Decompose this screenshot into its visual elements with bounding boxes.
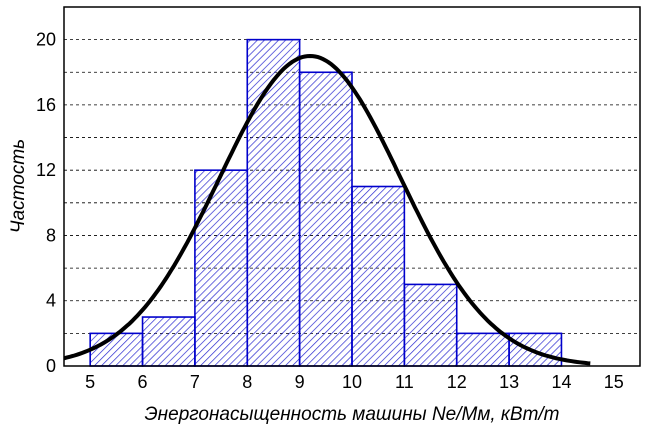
histogram-bar bbox=[246, 38, 301, 367]
x-tick-label: 13 bbox=[499, 372, 519, 392]
histogram-bar bbox=[89, 332, 144, 367]
histogram-bar bbox=[508, 332, 563, 367]
x-tick-label: 5 bbox=[85, 372, 95, 392]
histogram-bar bbox=[141, 316, 196, 367]
x-tick-labels: 5 6 7 8 9 10 11 12 13 14 15 bbox=[85, 372, 624, 392]
x-tick-label: 11 bbox=[395, 372, 414, 392]
x-tick-label: 15 bbox=[604, 372, 624, 392]
y-tick-label: 4 bbox=[46, 291, 56, 311]
y-tick-label: 20 bbox=[36, 30, 56, 50]
histogram-bar bbox=[298, 71, 353, 367]
x-tick-label: 6 bbox=[138, 372, 148, 392]
y-tick-label: 8 bbox=[46, 225, 56, 245]
histogram-bar bbox=[403, 283, 458, 367]
normal-distribution-curve bbox=[63, 53, 591, 366]
histogram-bar bbox=[455, 332, 510, 367]
y-tick-labels: 0 4 8 12 16 20 bbox=[36, 30, 56, 376]
x-axis-label: Энергонасыщенность машины Ne/Mм, кВт/т bbox=[144, 404, 559, 425]
x-tick-label: 7 bbox=[190, 372, 200, 392]
y-axis-label: Частость bbox=[8, 139, 29, 233]
histogram-bar bbox=[194, 169, 249, 367]
y-tick-label: 0 bbox=[46, 356, 56, 376]
y-tick-label: 12 bbox=[36, 160, 56, 180]
x-tick-label: 14 bbox=[551, 372, 571, 392]
histogram-bar bbox=[351, 185, 406, 367]
x-tick-label: 9 bbox=[295, 372, 305, 392]
y-tick-label: 16 bbox=[36, 95, 56, 115]
plot-frame bbox=[63, 6, 641, 367]
x-tick-label: 12 bbox=[447, 372, 467, 392]
x-tick-label: 10 bbox=[342, 372, 362, 392]
x-tick-label: 8 bbox=[242, 372, 252, 392]
